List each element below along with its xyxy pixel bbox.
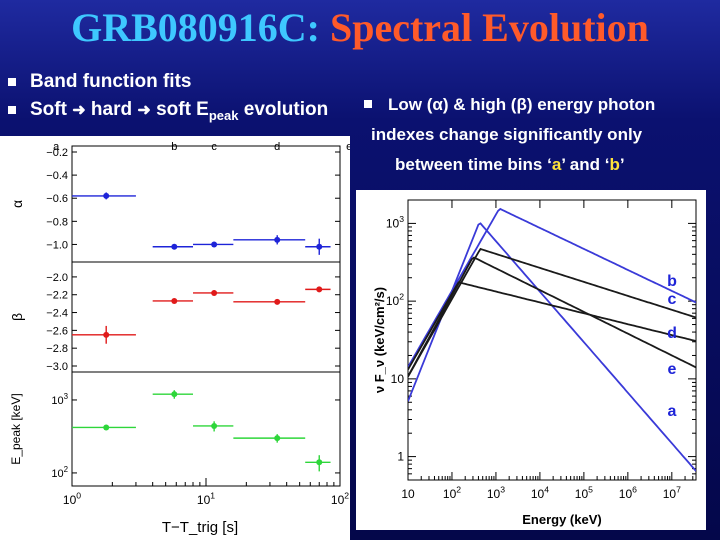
curve-label-d: d [667, 325, 677, 342]
data-point [211, 289, 218, 296]
data-point [316, 286, 323, 293]
plot-frame [407, 199, 697, 481]
bullet-marker-icon [364, 99, 372, 108]
x-tick-label: 10 [401, 487, 415, 501]
title-spectral: Spectral Evolution [329, 5, 649, 50]
right-arrow-icon: ➜ [137, 102, 151, 119]
data-point [211, 422, 218, 429]
y-tick-label: 103 [51, 392, 68, 407]
data-point [274, 236, 281, 243]
word-evolution: evolution [243, 99, 329, 120]
x-axis-label: T−T_trig [s] [162, 519, 238, 536]
bullet-band-fits: Band function fits [8, 68, 328, 96]
y-tick-label: 102 [51, 465, 68, 480]
bullet-marker-icon [8, 106, 16, 114]
data-point [103, 424, 110, 431]
time-bin-label: b [171, 141, 177, 153]
bin-b-highlight: b [609, 155, 620, 174]
y-tick-label: −2.0 [46, 272, 68, 284]
index-note: Low (α) & high (β) energy photon indexes… [364, 90, 714, 180]
y-tick-label: −0.8 [46, 216, 68, 228]
note-line-1: Low (α) & high (β) energy photon [364, 90, 714, 120]
curve-label-a: a [668, 403, 677, 420]
bullet-list: Band function fits Soft ➜ hard ➜ soft Ep… [8, 68, 328, 124]
figure-background [0, 136, 350, 540]
time-bin-label: a [53, 141, 60, 153]
y-tick-label: −2.2 [46, 290, 68, 302]
spectrum-line-b [408, 207, 696, 368]
x-tick-label: 105 [575, 485, 593, 501]
x-tick-label: 101 [197, 491, 215, 507]
y-axis-label: E_peak [keV] [9, 393, 23, 464]
data-point [316, 459, 323, 466]
data-point [171, 297, 178, 304]
y-tick-label: −2.4 [46, 308, 68, 320]
x-tick-label: 100 [63, 491, 81, 507]
curve-label-b: b [667, 273, 677, 290]
x-tick-label: 103 [487, 485, 505, 501]
x-tick-label: 104 [531, 485, 549, 501]
time-bin-label: c [211, 141, 217, 153]
time-bin-label: d [274, 141, 280, 153]
bullet-marker-icon [8, 78, 16, 86]
data-point [103, 192, 110, 199]
x-axis-label: Energy (keV) [522, 512, 601, 527]
note-text-3e: ’ [619, 155, 625, 174]
y-tick-label: 10 [391, 372, 405, 386]
y-tick-label: −0.2 [46, 147, 68, 159]
bin-a-highlight: a [551, 155, 562, 174]
x-tick-label: 102 [443, 485, 461, 501]
note-text-3a: between time bins ‘ [395, 155, 552, 174]
x-tick-label: 106 [619, 485, 637, 501]
y-axis-label: α [9, 200, 25, 208]
bullet-text: Band function fits [30, 71, 192, 92]
data-point [171, 243, 178, 250]
data-point [171, 391, 178, 398]
time-bin-label: e [346, 141, 350, 153]
title-grb: GRB080916C: [71, 5, 320, 50]
curve-label-e: e [668, 361, 677, 378]
y-axis-label: β [9, 313, 25, 321]
y-tick-label: 102 [386, 292, 404, 308]
right-arrow-icon: ➜ [72, 102, 86, 119]
epeak-subscript: peak [208, 107, 239, 123]
data-point [211, 241, 218, 248]
y-tick-label: −1.0 [46, 239, 68, 251]
spectrum-line-c [408, 247, 696, 378]
x-tick-label: 107 [663, 485, 681, 501]
y-tick-label: −0.6 [46, 193, 68, 205]
x-tick-label: 102 [331, 491, 349, 507]
word-hard: hard [90, 99, 133, 120]
note-line-3: between time bins ‘a’ and ‘b’ [364, 150, 714, 180]
word-soft-epeak: soft E [156, 99, 209, 120]
data-point [103, 331, 110, 338]
y-tick-label: −0.4 [46, 170, 68, 182]
word-soft: Soft [30, 99, 67, 120]
y-tick-label: −3.0 [46, 361, 68, 373]
y-tick-label: −2.8 [46, 343, 68, 355]
data-point [274, 298, 281, 305]
page-title: GRB080916C: Spectral Evolution [0, 4, 720, 52]
note-text-2: indexes change significantly only [371, 125, 643, 144]
spectrum-line-e [408, 281, 696, 371]
parameter-evolution-figure: −0.2 −0.4 −0.6 −0.8 −1.0 α −2.0 −2.2 −2.4 −2.6 −2.… [0, 136, 350, 540]
note-text-1: Low (α) & high (β) energy photon [388, 95, 656, 114]
data-point [316, 243, 323, 250]
y-tick-label: −2.6 [46, 325, 68, 337]
note-line-2: indexes change significantly only [364, 120, 714, 150]
data-point [274, 435, 281, 442]
y-tick-label: 103 [386, 214, 404, 230]
bullet-evolution: Soft ➜ hard ➜ soft Epeak evolution [8, 96, 328, 124]
y-axis-label: ν F_ν (keV/cm²/s) [372, 287, 387, 393]
y-tick-label: 1 [397, 450, 404, 464]
curve-label-c: c [668, 291, 677, 308]
note-text-3c: ’ and ‘ [561, 155, 610, 174]
